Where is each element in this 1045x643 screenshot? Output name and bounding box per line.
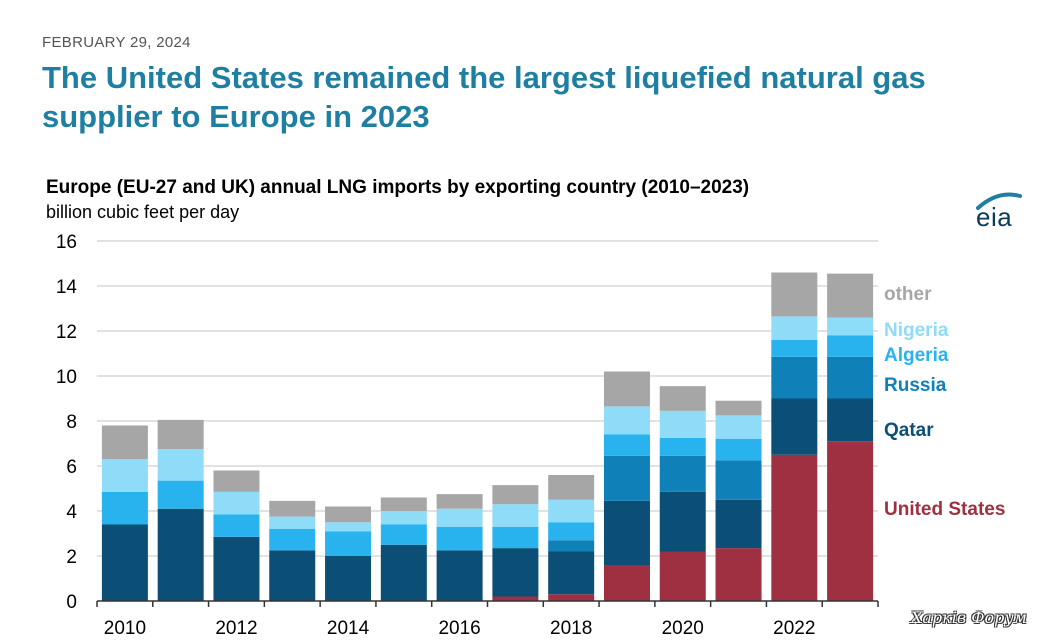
bar-segment-nigeria: [269, 516, 316, 529]
bar-segment-algeria: [827, 335, 874, 357]
bar-segment-other: [157, 419, 204, 450]
x-tick-label: 2018: [550, 618, 592, 639]
bar-segment-algeria: [715, 439, 762, 461]
bar-segment-qatar: [325, 556, 372, 601]
bar-segment-qatar: [269, 550, 316, 601]
bar-segment-united-states: [827, 441, 874, 601]
bar-segment-other: [771, 272, 818, 317]
bar-segment-russia: [827, 356, 874, 399]
bar-segment-united-states: [492, 596, 539, 601]
bar-segment-nigeria: [548, 499, 595, 523]
bar-segment-nigeria: [659, 410, 706, 438]
bar-segment-nigeria: [325, 522, 372, 532]
chart-units-label: billion cubic feet per day: [46, 202, 240, 222]
legend-label-united-states: United States: [884, 499, 1005, 520]
headline: The United States remained the largest l…: [42, 60, 926, 134]
bar-segment-nigeria: [715, 415, 762, 439]
bar-segment-algeria: [325, 531, 372, 556]
bar-segment-other: [827, 273, 874, 318]
bar-segment-other: [325, 506, 372, 523]
legend-label-other: other: [884, 284, 932, 305]
bar-segment-qatar: [492, 548, 539, 597]
y-tick-label: 4: [66, 502, 77, 523]
bar-segment-united-states: [715, 548, 762, 601]
bar-segment-other: [101, 425, 148, 460]
y-tick-label: 14: [56, 277, 78, 298]
bar-segment-qatar: [659, 491, 706, 552]
bar-segment-other: [213, 470, 260, 492]
y-tick-label: 16: [56, 232, 77, 253]
y-tick-label: 2: [66, 547, 77, 568]
x-tick-label: 2016: [438, 618, 480, 639]
bar-segment-nigeria: [771, 316, 818, 340]
x-tick-label: 2012: [215, 618, 257, 639]
x-tick-label: 2020: [662, 618, 704, 639]
bar-segment-other: [603, 371, 650, 407]
bar-segment-algeria: [213, 514, 260, 537]
bar-segment-algeria: [603, 434, 650, 456]
bar-segment-qatar: [603, 500, 650, 565]
bar-segment-algeria: [436, 526, 483, 551]
bar-segment-other: [492, 485, 539, 505]
bar-segment-algeria: [659, 437, 706, 456]
bar-segment-russia: [771, 356, 818, 399]
watermark: Харків Форум: [911, 608, 1027, 627]
bar-segment-nigeria: [157, 449, 204, 481]
y-tick-label: 12: [56, 322, 77, 343]
bar-segment-qatar: [715, 499, 762, 549]
bar-segment-other: [269, 500, 316, 517]
bar-segment-nigeria: [436, 508, 483, 527]
publication-date: FEBRUARY 29, 2024: [42, 34, 191, 51]
eia-logo-text: eia: [976, 202, 1013, 232]
y-tick-label: 6: [66, 457, 77, 478]
bar-segment-qatar: [548, 551, 595, 595]
bar-segment-qatar: [101, 524, 148, 601]
bar-segment-nigeria: [827, 317, 874, 336]
bar-segment-algeria: [548, 522, 595, 541]
bar-segment-other: [548, 475, 595, 500]
bar-segment-other: [715, 400, 762, 416]
bar-segment-algeria: [492, 526, 539, 549]
bar-segment-russia: [548, 540, 595, 552]
legend-label-russia: Russia: [884, 375, 947, 396]
bar-segment-qatar: [771, 398, 818, 455]
legend-label-nigeria: Nigeria: [884, 320, 949, 341]
eia-swoosh-icon: [976, 192, 1022, 210]
bar-segment-other: [380, 497, 427, 511]
x-tick-label: 2022: [773, 618, 815, 639]
x-tick-label: 2014: [327, 618, 370, 639]
bar-segment-qatar: [380, 544, 427, 601]
legend-label-algeria: Algeria: [884, 345, 949, 366]
bar-segment-nigeria: [492, 504, 539, 527]
bar-segment-qatar: [436, 550, 483, 601]
bar-segment-algeria: [157, 480, 204, 509]
bar-segment-united-states: [548, 594, 595, 601]
bar-segment-qatar: [827, 398, 874, 442]
bar-segment-united-states: [603, 565, 650, 601]
bar-segment-russia: [715, 460, 762, 500]
y-tick-label: 10: [56, 367, 77, 388]
bar-segment-nigeria: [380, 511, 427, 525]
bar-segment-nigeria: [213, 491, 260, 515]
bar-segment-other: [659, 386, 706, 411]
bar-segment-algeria: [771, 340, 818, 357]
bar-segment-algeria: [380, 524, 427, 545]
bar-segment-united-states: [659, 551, 706, 601]
bar-segment-qatar: [213, 536, 260, 601]
bar-segment-qatar: [157, 508, 204, 601]
bar-segment-other: [436, 494, 483, 509]
legend-label-qatar: Qatar: [884, 420, 934, 441]
bar-segment-russia: [659, 455, 706, 492]
bar-segment-united-states: [771, 454, 818, 601]
y-tick-label: 0: [66, 592, 77, 613]
bar-segment-russia: [603, 455, 650, 501]
y-tick-label: 8: [66, 412, 77, 433]
x-tick-label: 2010: [104, 618, 146, 639]
chart-title: Europe (EU-27 and UK) annual LNG imports…: [46, 177, 750, 198]
bar-segment-algeria: [269, 529, 316, 551]
bar-segment-nigeria: [603, 406, 650, 435]
bar-segment-algeria: [101, 491, 148, 525]
bar-segment-nigeria: [101, 459, 148, 492]
